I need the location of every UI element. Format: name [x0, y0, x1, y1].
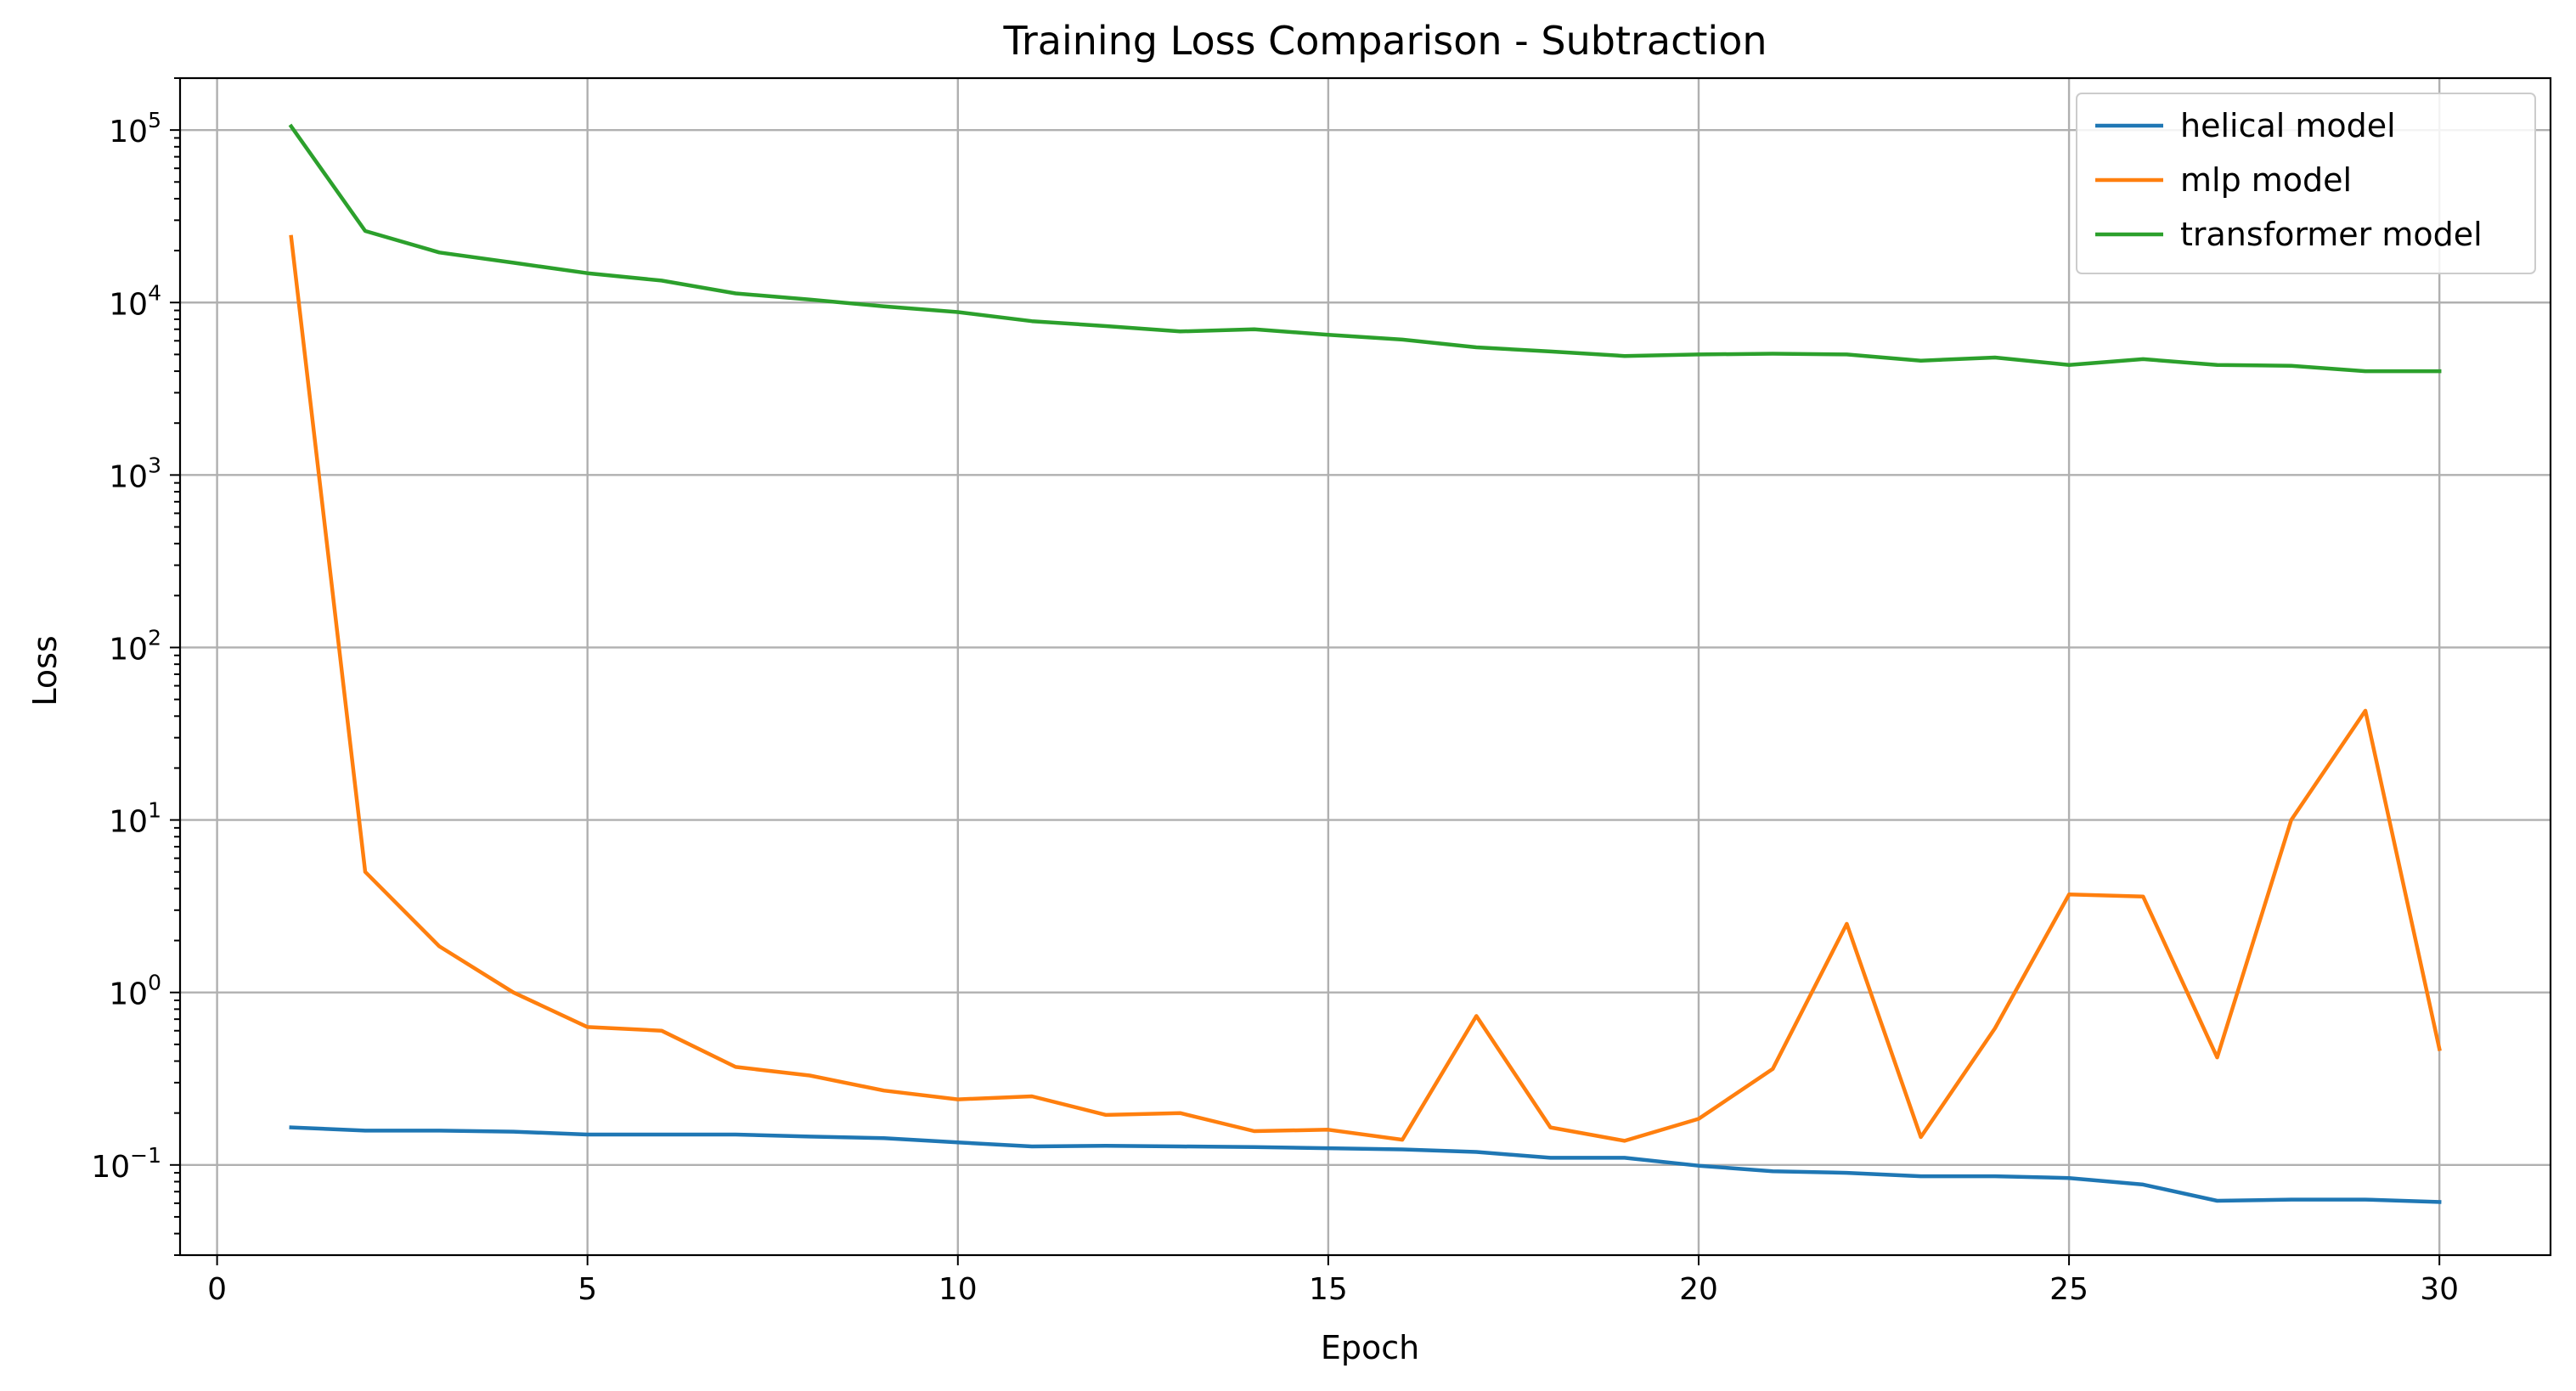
series-line-transformer-model [288, 123, 2442, 374]
x-tick-label: 0 [207, 1272, 227, 1307]
legend-label: transformer model [2180, 216, 2483, 253]
x-tick-label: 25 [2049, 1272, 2088, 1307]
series-line-helical-model [289, 1125, 2442, 1204]
y-tick-label: 103 [109, 453, 161, 494]
x-tick-label: 20 [1679, 1272, 1718, 1307]
axes-frame [178, 76, 2552, 1257]
legend: helical model mlp model transformer model [2076, 93, 2536, 274]
x-tick-label: 30 [2420, 1272, 2459, 1307]
y-tick-label: 102 [109, 625, 161, 667]
y-tick-label: 10−1 [91, 1143, 161, 1185]
y-tick-label: 104 [109, 280, 161, 322]
legend-label: helical model [2180, 107, 2396, 144]
x-axis-label: Epoch [1321, 1329, 1419, 1366]
chart-title: Training Loss Comparison - Subtraction [1003, 18, 1767, 64]
y-tick-label: 105 [109, 108, 161, 149]
x-tick-label: 10 [939, 1272, 978, 1307]
x-tick-label: 5 [578, 1272, 597, 1307]
y-tick-label: 100 [109, 971, 161, 1012]
y-axis-label: Loss [26, 635, 64, 706]
legend-label: mlp model [2180, 161, 2352, 199]
x-tick-label: 15 [1309, 1272, 1348, 1307]
y-tick-label: 101 [109, 798, 161, 840]
plot-area: 0 5 10 15 20 25 30 10−1 100 101 102 103 104 105 helica… [91, 76, 2552, 1307]
legend-box [2076, 93, 2536, 274]
series-line-mlp-model [289, 234, 2442, 1143]
